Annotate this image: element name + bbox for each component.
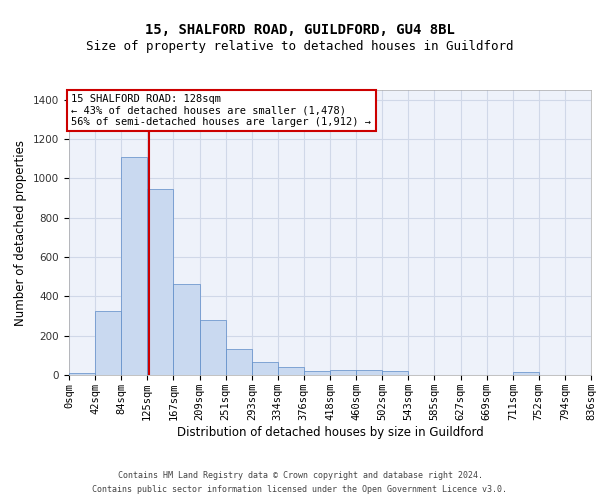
Bar bbox=[356, 370, 382, 375]
Bar bbox=[173, 284, 199, 375]
Bar bbox=[513, 372, 539, 375]
Bar bbox=[95, 311, 121, 375]
Text: Contains public sector information licensed under the Open Government Licence v3: Contains public sector information licen… bbox=[92, 484, 508, 494]
Bar bbox=[330, 370, 356, 375]
Text: 15 SHALFORD ROAD: 128sqm
← 43% of detached houses are smaller (1,478)
56% of sem: 15 SHALFORD ROAD: 128sqm ← 43% of detach… bbox=[71, 94, 371, 127]
Bar bbox=[121, 157, 147, 375]
Bar bbox=[382, 372, 408, 375]
Bar bbox=[226, 350, 252, 375]
Text: Size of property relative to detached houses in Guildford: Size of property relative to detached ho… bbox=[86, 40, 514, 53]
Bar bbox=[304, 370, 330, 375]
Text: Contains HM Land Registry data © Crown copyright and database right 2024.: Contains HM Land Registry data © Crown c… bbox=[118, 472, 482, 480]
Bar bbox=[199, 320, 226, 375]
Bar bbox=[147, 190, 173, 375]
Text: 15, SHALFORD ROAD, GUILDFORD, GU4 8BL: 15, SHALFORD ROAD, GUILDFORD, GU4 8BL bbox=[145, 22, 455, 36]
X-axis label: Distribution of detached houses by size in Guildford: Distribution of detached houses by size … bbox=[176, 426, 484, 438]
Bar bbox=[252, 362, 278, 375]
Bar bbox=[278, 367, 304, 375]
Bar bbox=[69, 373, 95, 375]
Y-axis label: Number of detached properties: Number of detached properties bbox=[14, 140, 28, 326]
